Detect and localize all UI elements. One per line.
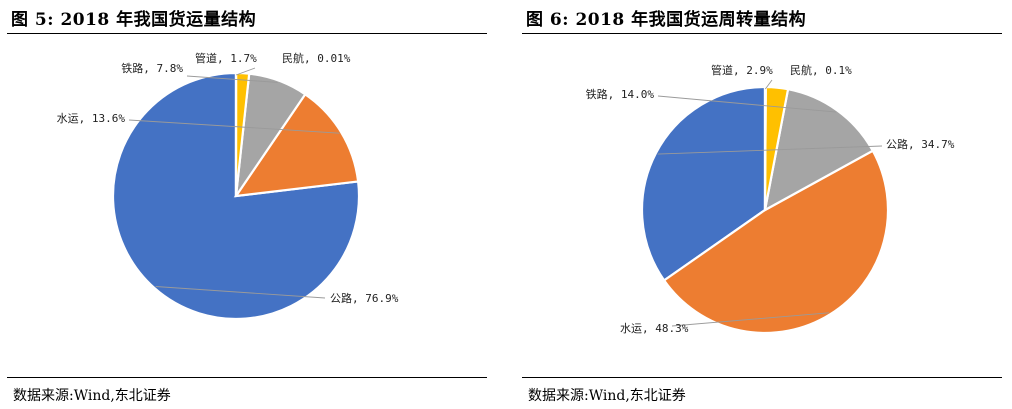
pie-slice-1 [640, 85, 767, 282]
leader-line-1 [657, 145, 883, 155]
source-note: 数据来源:Wind,东北证券 [13, 388, 171, 404]
title-rule [522, 33, 1002, 34]
slice-label-4: 管道, 2.9% [711, 63, 773, 77]
source-rule [7, 377, 487, 378]
slice-label-5: 民航, 0.01% [282, 51, 351, 65]
slice-label-5: 民航, 0.1% [790, 63, 852, 77]
pie-slice-3 [763, 87, 875, 213]
leader-line-1 [155, 286, 326, 299]
slice-label-1: 公路, 76.9% [330, 292, 399, 305]
slice-label-4: 管道, 1.7% [195, 51, 257, 65]
leader-line-3 [186, 75, 278, 83]
source-note: 数据来源:Wind,东北证券 [528, 388, 686, 404]
leader-line-3 [657, 95, 837, 113]
leader-line-2 [128, 119, 340, 134]
slice-label-3: 铁路, 7.8% [121, 62, 183, 75]
freight-volume-pie-chart: 公路, 76.9% 水运, 13.6% 铁路, 7.8% 管道, 1.7% 民航, 0.… [57, 51, 399, 321]
pie-slice-2 [662, 149, 890, 335]
leader-line-5 [765, 79, 773, 90]
freight-turnover-pie-chart: 公路, 34.7% 水运, 48.3% 铁路, 14.0% 管道, 2.9% 民航, 0… [586, 63, 955, 335]
pie-slice-2 [233, 92, 360, 198]
slice-label-2: 水运, 13.6% [57, 112, 126, 125]
leader-line-2 [671, 312, 829, 327]
figure-6-panel: 图 6: 2018 年我国货运周转量结构 公路, 34.7% 水运, 48.3% 铁… [522, 0, 1002, 409]
slice-label-2: 水运, 48.3% [620, 322, 689, 335]
figure-5-panel: 图 5: 2018 年我国货运量结构 公路, 76.9% 水运, 13.6% 铁路,… [7, 0, 487, 409]
title-rule [7, 33, 487, 34]
leader-line-5 [235, 67, 256, 76]
source-rule [522, 377, 1002, 378]
pie-slice-5 [763, 85, 767, 211]
slice-label-1: 公路, 34.7% [886, 138, 955, 151]
figure-title: 图 6: 2018 年我国货运周转量结构 [526, 10, 807, 30]
slice-label-3: 铁路, 14.0% [586, 88, 655, 101]
figure-title: 图 5: 2018 年我国货运量结构 [11, 10, 257, 30]
